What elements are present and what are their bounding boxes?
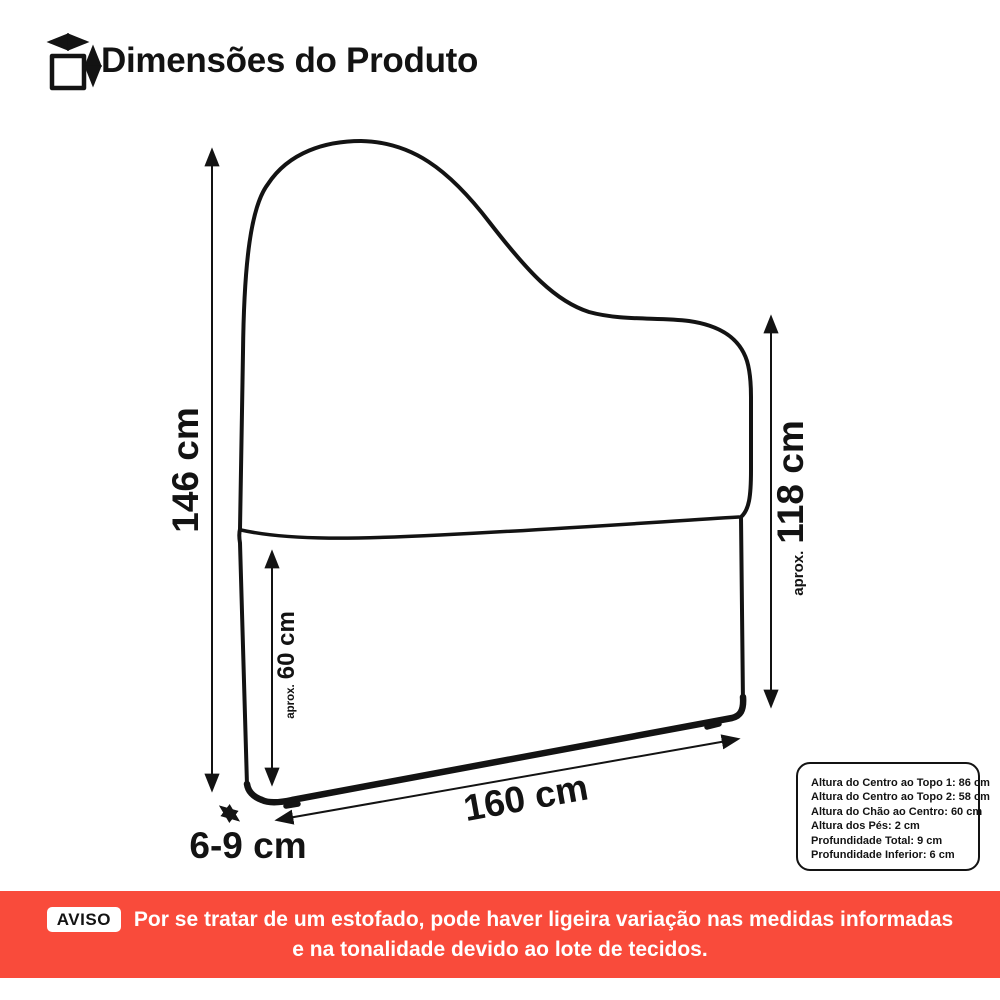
dimension-label-depth: 6-9 cm: [189, 825, 306, 866]
warning-line-2: e na tonalidade devido ao lote de tecido…: [292, 936, 707, 963]
dimension-label-lower-height-prefix: aprox.: [285, 684, 297, 719]
info-line: Altura dos Pés: 2 cm: [811, 820, 920, 833]
warning-badge: AVISO: [46, 906, 121, 933]
dimensions-icon: [46, 33, 102, 91]
info-line: Profundidade Inferior: 6 cm: [811, 849, 955, 862]
dimension-arrow-depth: [218, 804, 241, 823]
dimension-label-total-height: 146 cm: [165, 407, 206, 533]
dimension-arrow-width: [274, 734, 741, 825]
dimension-label-right-height-value: 118 cm: [770, 420, 811, 543]
headboard-foot-left: [283, 801, 301, 809]
headboard-outline: [237, 139, 753, 787]
dimension-label-right-height-prefix: aprox.: [790, 551, 807, 596]
page-title: Dimensões do Produto: [101, 41, 479, 80]
info-line: Altura do Chão ao Centro: 60 cm: [811, 805, 983, 818]
warning-text-line-2: e na tonalidade devido ao lote de tecido…: [292, 938, 708, 961]
headboard-panel-divider: [239, 515, 741, 540]
dimensions-icon-square: [49, 53, 87, 91]
headboard-foot-right: [704, 721, 722, 730]
dimension-label-lower-height-value: 60 cm: [273, 611, 300, 679]
warning-line-1: AVISO Por se tratar de um estofado, pode…: [46, 906, 954, 933]
dimension-label-right-height: aprox. 118 cm: [770, 420, 811, 595]
warning-banner: AVISO Por se tratar de um estofado, pode…: [0, 891, 1000, 978]
info-line: Altura do Centro ao Topo 2: 58 cm: [811, 791, 990, 804]
dimension-label-lower-height: aprox. 60 cm: [273, 611, 300, 719]
warning-text-line-1: Por se tratar de um estofado, pode haver…: [133, 907, 954, 931]
info-line: Profundidade Total: 9 cm: [811, 834, 943, 847]
info-line: Altura do Centro ao Topo 1: 86 cm: [811, 777, 990, 789]
measurements-info-box: Altura do Centro ao Topo 1: 86 cm Altura…: [796, 762, 990, 871]
